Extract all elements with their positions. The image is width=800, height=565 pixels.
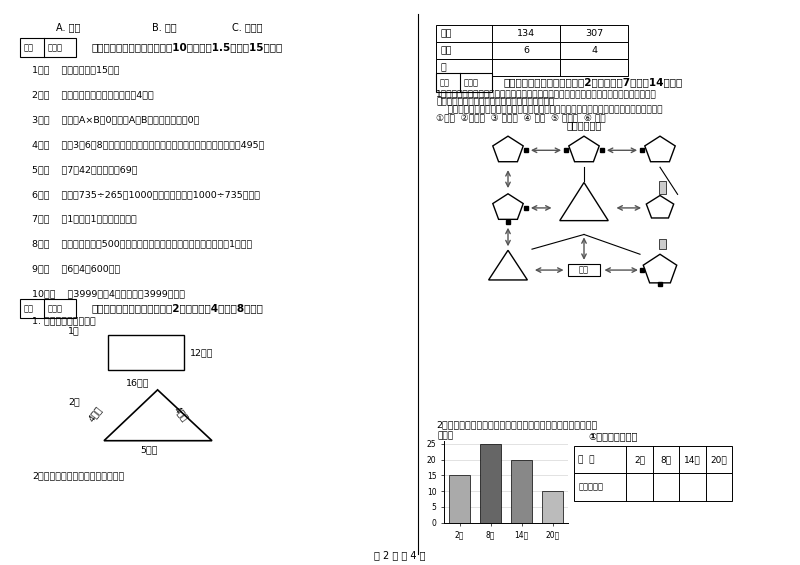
Text: （度）: （度） bbox=[438, 432, 454, 441]
Bar bbox=[542, 491, 563, 523]
Text: 乘数: 乘数 bbox=[441, 46, 452, 55]
Bar bbox=[574, 473, 732, 501]
Text: 3．（    ）如果A×B＝0，那么A和B中至少有一个是0。: 3．（ ）如果A×B＝0，那么A和B中至少有一个是0。 bbox=[32, 115, 199, 124]
Bar bbox=[659, 181, 666, 194]
Text: 得分: 得分 bbox=[440, 78, 450, 87]
Text: 1、走进动物园大门，正北面是狮子山和熊猫馆，狮子山的东侧是飞禽馆，西侧是猴园，大象: 1、走进动物园大门，正北面是狮子山和熊猫馆，狮子山的东侧是飞禽馆，西侧是猴园，大… bbox=[436, 89, 657, 98]
Text: 16厘米: 16厘米 bbox=[126, 378, 150, 387]
Polygon shape bbox=[560, 182, 608, 221]
Text: 评卷人: 评卷人 bbox=[47, 43, 62, 52]
Text: 评卷人: 评卷人 bbox=[463, 78, 478, 87]
Text: 2时: 2时 bbox=[634, 455, 645, 464]
Text: 8时: 8时 bbox=[661, 455, 671, 464]
Text: 2．（    ）正方形的周长是它的边长的4倍。: 2．（ ）正方形的周长是它的边长的4倍。 bbox=[32, 90, 154, 99]
Text: 时  间: 时 间 bbox=[578, 455, 595, 464]
Text: 第 2 页 共 4 页: 第 2 页 共 4 页 bbox=[374, 550, 426, 560]
Polygon shape bbox=[493, 194, 523, 219]
Text: 乘数: 乘数 bbox=[441, 29, 452, 38]
Bar bbox=[480, 444, 502, 523]
Text: 10．（    ）3999克与4千克相比，3999克重。: 10．（ ）3999克与4千克相比，3999克重。 bbox=[32, 289, 185, 298]
Polygon shape bbox=[493, 136, 523, 162]
Text: 积: 积 bbox=[441, 63, 446, 72]
Text: 1. 求下面图形的周长。: 1. 求下面图形的周长。 bbox=[32, 316, 96, 325]
Text: 4．（    ）用3、6、8这三个数字组成的最大三位数与最小三位数，它们相差495。: 4．（ ）用3、6、8这三个数字组成的最大三位数与最小三位数，它们相差495。 bbox=[32, 140, 264, 149]
Text: 馆和鱼馆的场地分别在动物园的东北角和西北角。: 馆和鱼馆的场地分别在动物园的东北角和西北角。 bbox=[436, 97, 554, 106]
Text: 动物园导游图: 动物园导游图 bbox=[566, 120, 602, 131]
Text: 8．（    ）小明家离学校500米，他每天上学、回家，一个来回一共要走1千米。: 8．（ ）小明家离学校500米，他每天上学、回家，一个来回一共要走1千米。 bbox=[32, 240, 252, 249]
Text: 14时: 14时 bbox=[684, 455, 701, 464]
Text: 20时: 20时 bbox=[710, 455, 727, 464]
Text: C. 不可能: C. 不可能 bbox=[232, 22, 262, 32]
Text: 9．（    ）6分4＝600秒。: 9．（ ）6分4＝600秒。 bbox=[32, 264, 120, 273]
Bar bbox=[436, 73, 492, 92]
Text: 4: 4 bbox=[591, 46, 597, 55]
Text: 五、认真思考，综合能力（列2小题，每题7分，入14分）。: 五、认真思考，综合能力（列2小题，每题7分，入14分）。 bbox=[504, 77, 683, 88]
Text: 6: 6 bbox=[523, 46, 529, 55]
Polygon shape bbox=[646, 195, 674, 218]
Text: 三、仔细推敲，正确判断（入10题，每题1.5分，入15分）。: 三、仔细推敲，正确判断（入10题，每题1.5分，入15分）。 bbox=[92, 42, 283, 53]
Text: 4分米: 4分米 bbox=[172, 405, 189, 423]
Bar bbox=[510, 459, 532, 523]
Bar bbox=[659, 239, 666, 249]
Bar bbox=[108, 335, 184, 370]
Bar bbox=[436, 59, 628, 76]
Text: 6．（    ）根据735÷265＝1000，可以直接写出1000÷735的商。: 6．（ ）根据735÷265＝1000，可以直接写出1000÷735的商。 bbox=[32, 190, 260, 199]
Text: B. 可能: B. 可能 bbox=[152, 22, 177, 32]
Text: 2．: 2． bbox=[68, 398, 80, 407]
Text: 四、看清题目，细心计算（列2小题，每题4分，列8分）。: 四、看清题目，细心计算（列2小题，每题4分，列8分）。 bbox=[92, 303, 264, 314]
Polygon shape bbox=[645, 136, 675, 162]
Text: A. 一定: A. 一定 bbox=[56, 22, 80, 32]
Text: 134: 134 bbox=[517, 29, 535, 38]
Text: 307: 307 bbox=[585, 29, 603, 38]
Text: ①狮山  ②熊猫馆  ③ 飞禽馆  ④ 猴园  ⑤ 大象馆  ⑥ 鱼馆: ①狮山 ②熊猫馆 ③ 飞禽馆 ④ 猴园 ⑤ 大象馆 ⑥ 鱼馆 bbox=[436, 113, 606, 122]
Text: 评卷人: 评卷人 bbox=[47, 304, 62, 313]
Text: 得分: 得分 bbox=[24, 43, 34, 52]
Text: ①根据统计图填表: ①根据统计图填表 bbox=[588, 431, 638, 441]
Bar bbox=[449, 475, 470, 523]
Text: 根据小强的描述，请你把这些动物场馆所在的位置，在动物园的导游图上用序号表示出来。: 根据小强的描述，请你把这些动物场馆所在的位置，在动物园的导游图上用序号表示出来。 bbox=[436, 105, 662, 114]
Text: 12厘米: 12厘米 bbox=[190, 348, 214, 357]
Bar bbox=[436, 42, 628, 59]
Text: 4分米: 4分米 bbox=[86, 405, 103, 423]
Text: 2、把积得的积填在下面的空格里。: 2、把积得的积填在下面的空格里。 bbox=[32, 471, 124, 480]
Text: 1．（    ）李老师身高15米。: 1．（ ）李老师身高15米。 bbox=[32, 66, 119, 75]
Text: 得分: 得分 bbox=[24, 304, 34, 313]
Text: 5分米: 5分米 bbox=[140, 445, 158, 454]
Polygon shape bbox=[569, 136, 599, 162]
Bar bbox=[574, 446, 732, 473]
Polygon shape bbox=[643, 254, 677, 283]
Bar bbox=[568, 264, 600, 276]
Text: 1．: 1． bbox=[68, 327, 80, 336]
Polygon shape bbox=[489, 250, 527, 280]
Text: 气温（度）: 气温（度） bbox=[578, 483, 603, 492]
Text: 大门: 大门 bbox=[579, 266, 589, 275]
Bar bbox=[20, 299, 76, 318]
Text: 5．（    ）7个42相加的和是69。: 5．（ ）7个42相加的和是69。 bbox=[32, 165, 138, 174]
Bar bbox=[436, 25, 628, 42]
Text: 7．（    ）1吨铁与1吨棉花一样重。: 7．（ ）1吨铁与1吨棉花一样重。 bbox=[32, 215, 137, 224]
Bar bbox=[20, 38, 76, 56]
Text: 2、下面是气温自测仪上记录的某天四个不同时间的气温情况：: 2、下面是气温自测仪上记录的某天四个不同时间的气温情况： bbox=[436, 420, 598, 429]
